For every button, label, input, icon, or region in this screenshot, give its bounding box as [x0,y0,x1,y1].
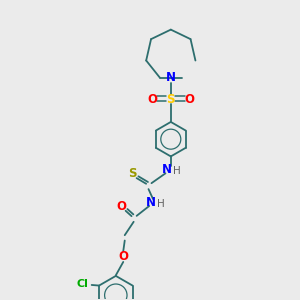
Text: O: O [118,250,128,263]
Text: O: O [116,200,126,213]
Text: H: H [173,166,181,176]
Text: N: N [162,163,172,176]
Text: N: N [166,71,176,84]
Text: N: N [146,196,156,209]
Text: S: S [128,167,136,180]
Text: Cl: Cl [77,279,89,289]
Text: S: S [167,93,175,106]
Text: O: O [184,93,194,106]
Text: H: H [157,199,165,209]
Text: O: O [147,93,158,106]
